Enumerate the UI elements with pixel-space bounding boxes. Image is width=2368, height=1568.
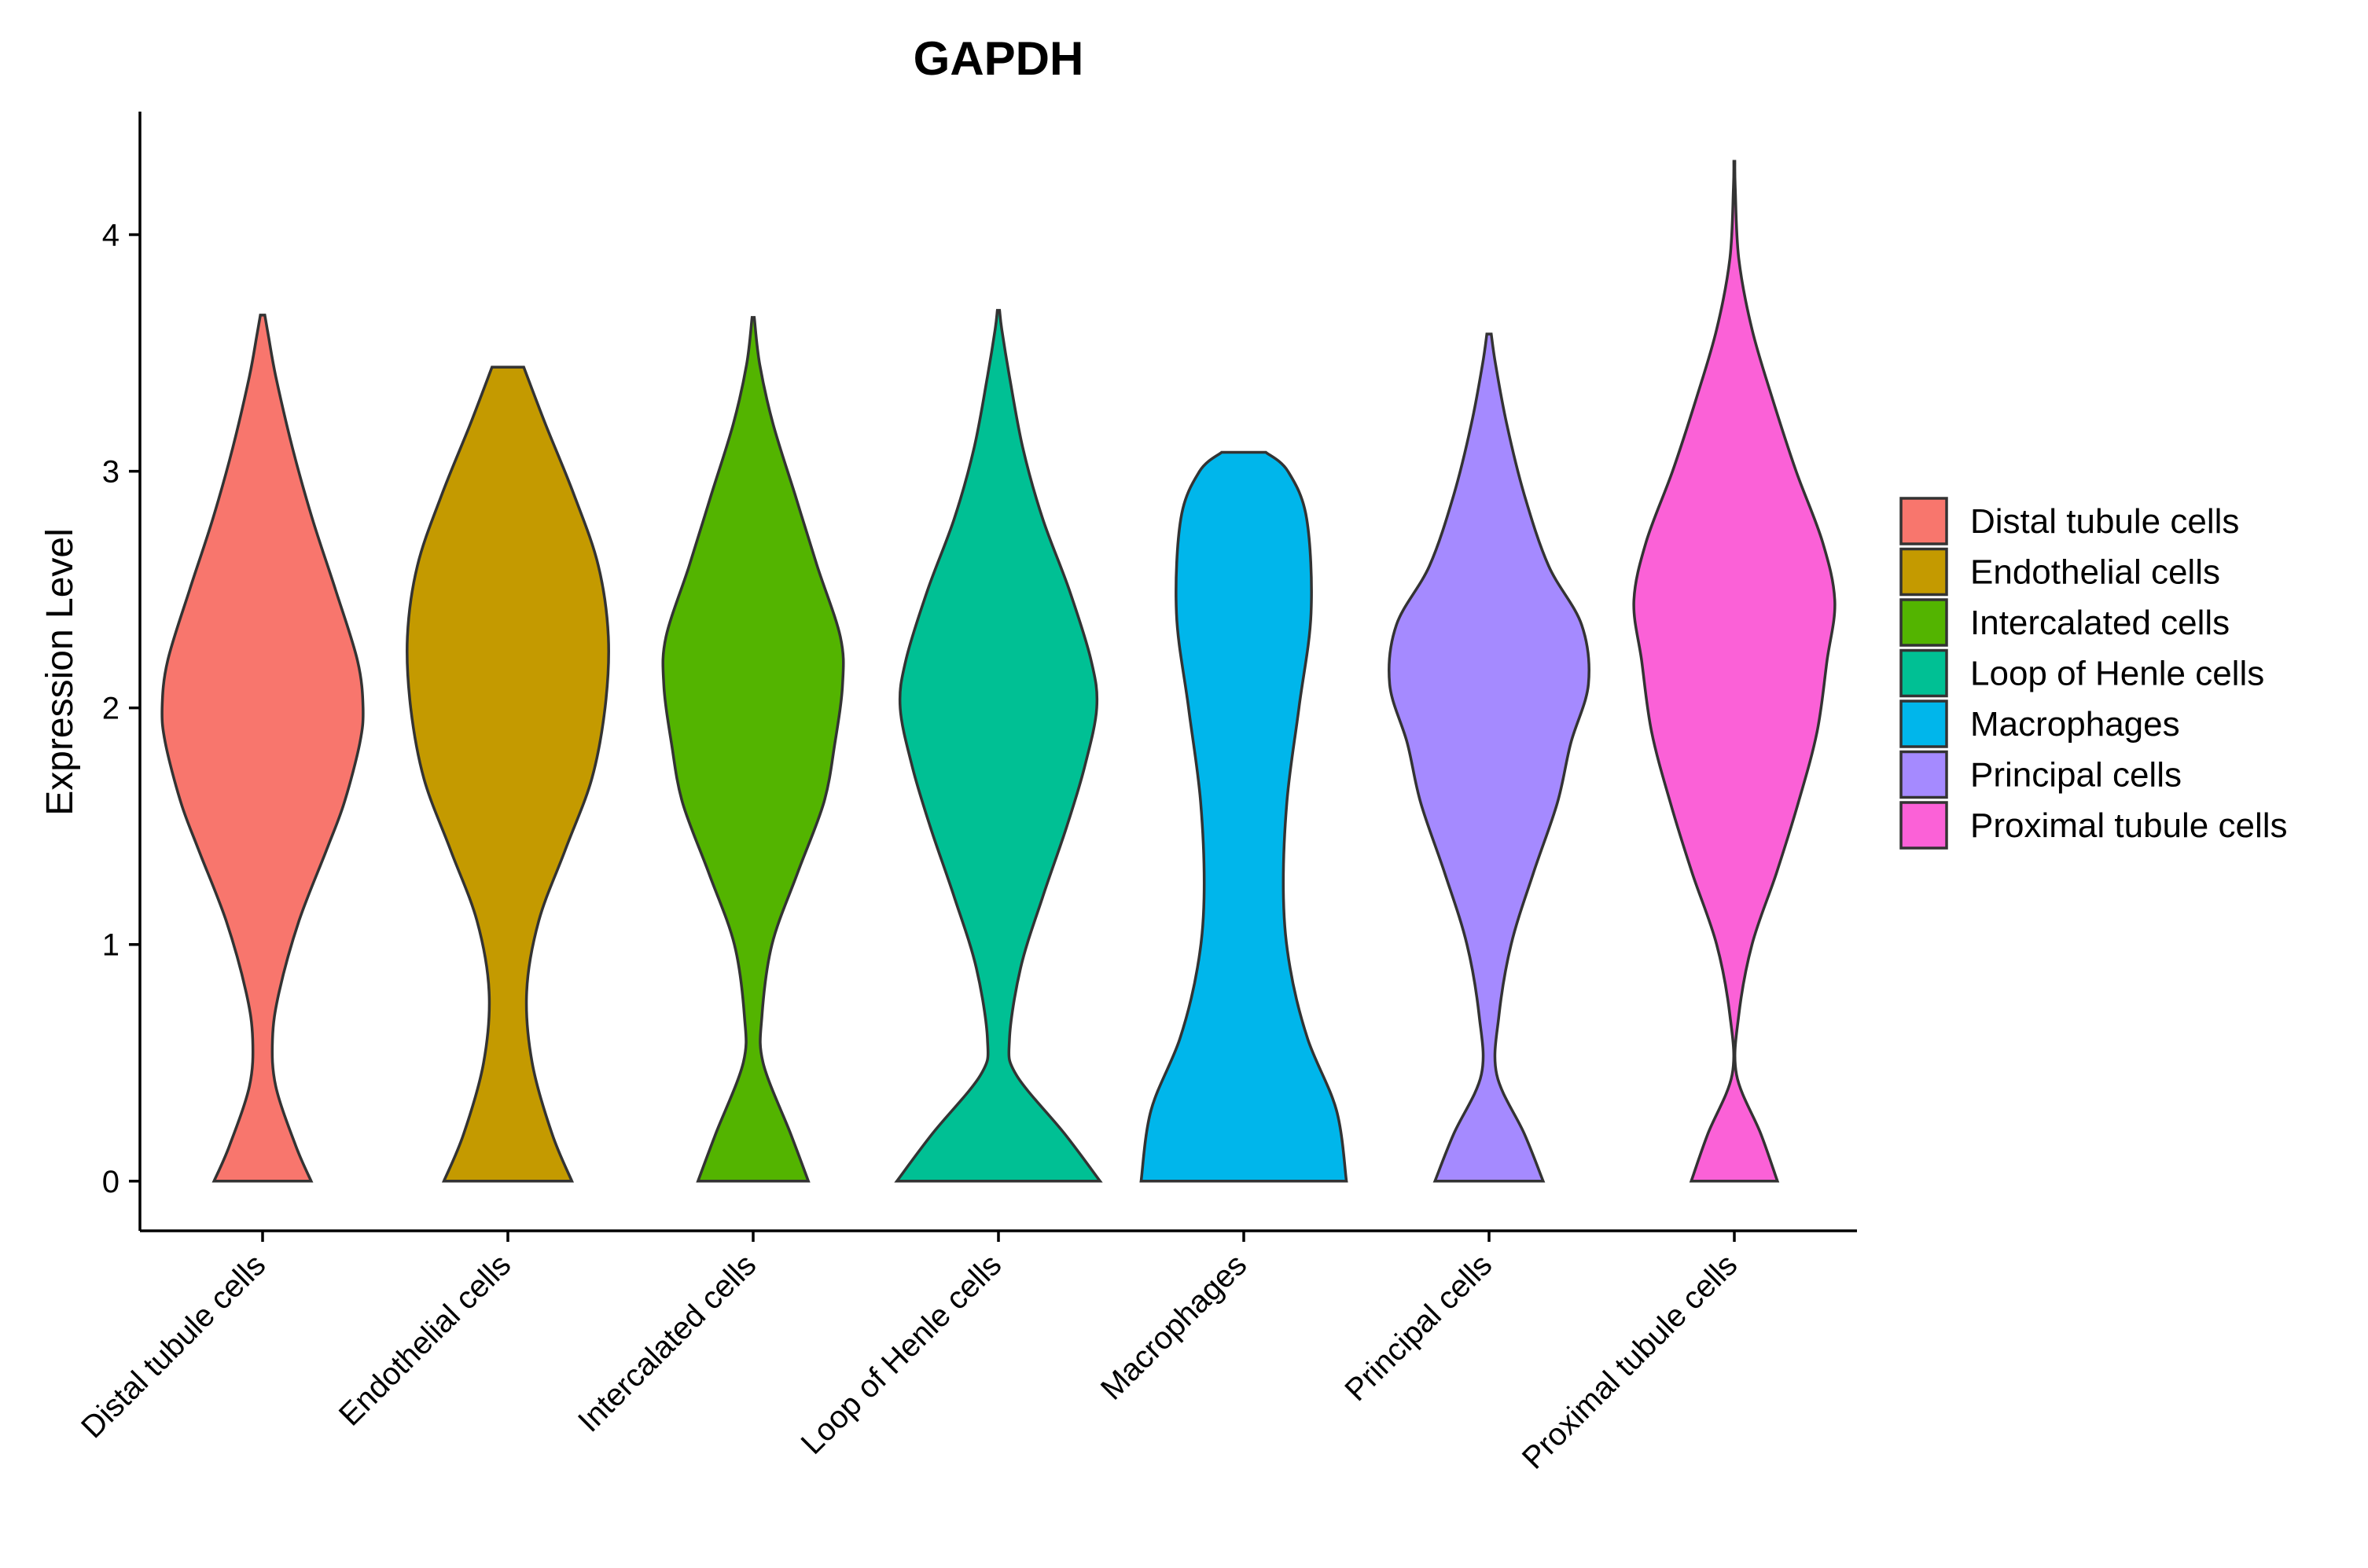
legend-label-principal-cells: Principal cells: [1970, 756, 2182, 795]
y-axis-title: Expression Level: [39, 528, 81, 816]
legend-label-intercalated-cells: Intercalated cells: [1970, 604, 2230, 642]
x-ticks: Distal tubule cells Endothelial cells Inte…: [75, 1231, 1744, 1476]
violin-layer: [160, 160, 1837, 1183]
legend: Distal tubule cells Endothelial cells Inte…: [1899, 497, 2288, 850]
legend-label-loop-of-henle-cells: Loop of Henle cells: [1970, 655, 2264, 693]
legend-swatch-macrophages: [1899, 700, 1948, 748]
legend-swatch-loop-of-henle-cells: [1899, 648, 1948, 698]
violin-loop-of-henle-cells: [894, 309, 1103, 1183]
legend-swatch-endothelial-cells: [1899, 547, 1948, 597]
x-tick-label-loop-of-henle-cells: Loop of Henle cells: [795, 1247, 1009, 1461]
legend-swatch-distal-tubule-cells: [1899, 497, 1948, 545]
violin-endothelial-cells: [406, 365, 610, 1183]
legend-label-proximal-tubule-cells: Proximal tubule cells: [1970, 806, 2288, 845]
legend-label-endothelial-cells: Endothelial cells: [1970, 553, 2220, 592]
violin-intercalated-cells: [661, 316, 845, 1183]
x-tick-label-distal-tubule-cells: Distal tubule cells: [75, 1247, 272, 1445]
violin-macrophages: [1139, 450, 1348, 1183]
legend-label-distal-tubule-cells: Distal tubule cells: [1970, 502, 2239, 541]
x-tick-label-macrophages: Macrophages: [1094, 1247, 1253, 1406]
legend-swatch-intercalated-cells: [1899, 598, 1948, 647]
x-tick-label-proximal-tubule-cells: Proximal tubule cells: [1516, 1247, 1744, 1475]
x-tick-label-principal-cells: Principal cells: [1338, 1247, 1498, 1408]
y-tick-label: 1: [102, 928, 120, 963]
legend-label-macrophages: Macrophages: [1970, 705, 2180, 744]
y-ticks: 0 1 2 3 4: [102, 218, 140, 1199]
violin-proximal-tubule-cells: [1632, 160, 1837, 1183]
y-tick-label: 3: [102, 455, 120, 490]
y-tick-label: 0: [102, 1165, 120, 1199]
chart-title: GAPDH: [914, 32, 1084, 85]
legend-swatch-proximal-tubule-cells: [1899, 801, 1948, 850]
y-tick-label: 2: [102, 692, 120, 726]
y-tick-label: 4: [102, 218, 120, 253]
x-tick-label-endothelial-cells: Endothelial cells: [333, 1247, 518, 1433]
violin-principal-cells: [1388, 332, 1590, 1183]
legend-swatch-principal-cells: [1899, 750, 1948, 799]
x-tick-label-intercalated-cells: Intercalated cells: [572, 1247, 763, 1438]
violin-distal-tubule-cells: [160, 314, 365, 1183]
